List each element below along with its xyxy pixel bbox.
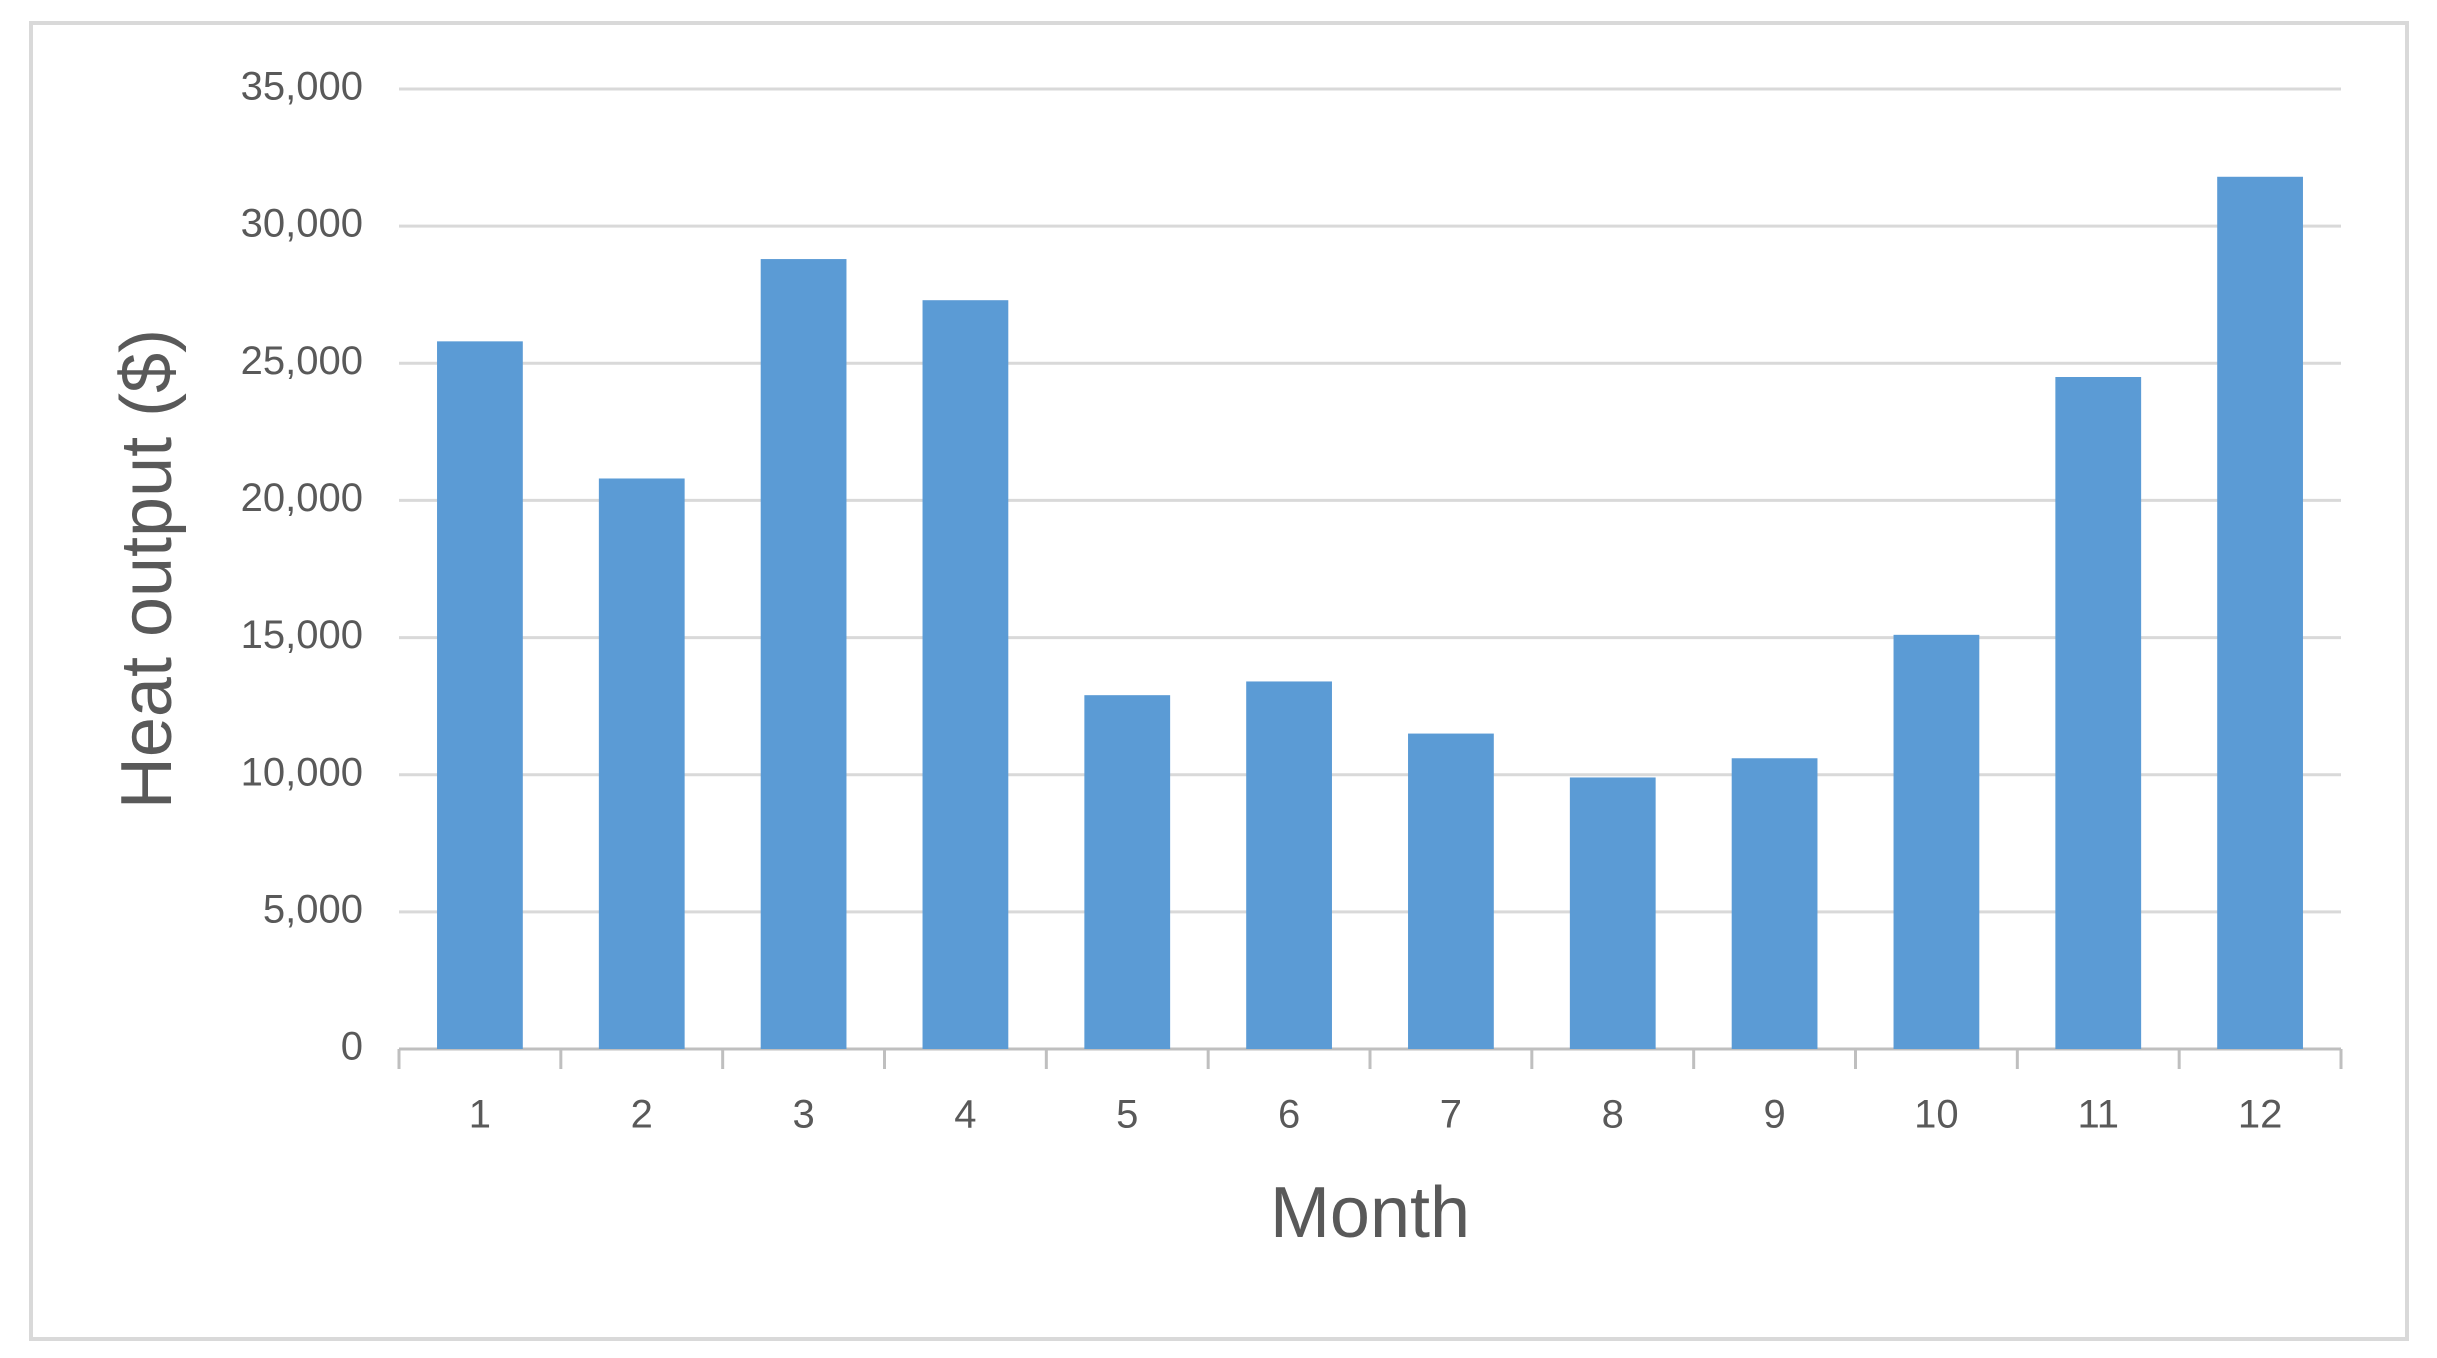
y-tick-label: 0 (341, 1025, 363, 1069)
x-tick-label: 9 (1763, 1093, 1785, 1137)
x-tick-label: 6 (1278, 1093, 1300, 1137)
y-tick-label: 30,000 (241, 202, 363, 246)
bar (437, 341, 523, 1049)
x-tick-label: 11 (2077, 1093, 2119, 1137)
x-tick-label: 12 (2238, 1093, 2283, 1137)
bar (2217, 176, 2303, 1049)
x-tick-label: 2 (631, 1093, 653, 1137)
bar (1084, 695, 1171, 1049)
x-tick-label: 8 (1602, 1093, 1624, 1137)
bar (1893, 634, 1980, 1049)
y-tick-label: 20,000 (241, 476, 363, 520)
x-axis-title: Month (1270, 1173, 1470, 1253)
x-tick-label: 4 (954, 1093, 976, 1137)
x-tick-label: 7 (1440, 1093, 1462, 1137)
x-tick-label: 1 (469, 1093, 491, 1137)
bar (1246, 681, 1332, 1049)
bar (598, 478, 685, 1049)
y-tick-label: 10,000 (241, 750, 363, 794)
y-tick-label: 15,000 (241, 613, 363, 657)
bar (2055, 377, 2142, 1049)
y-tick-label: 35,000 (241, 65, 363, 109)
x-tick-label: 3 (792, 1093, 814, 1137)
y-tick-label: 25,000 (241, 339, 363, 383)
bar (760, 259, 847, 1049)
bar (922, 300, 1009, 1049)
chart-border (29, 21, 2409, 1341)
y-tick-label: 5,000 (263, 887, 363, 931)
x-tick-label: 10 (1914, 1093, 1959, 1137)
x-tick-label: 5 (1116, 1093, 1138, 1137)
bar (1569, 777, 1656, 1049)
bar (1731, 758, 1818, 1049)
bar (1408, 733, 1494, 1049)
y-axis-title: Heat output ($) (107, 329, 187, 809)
